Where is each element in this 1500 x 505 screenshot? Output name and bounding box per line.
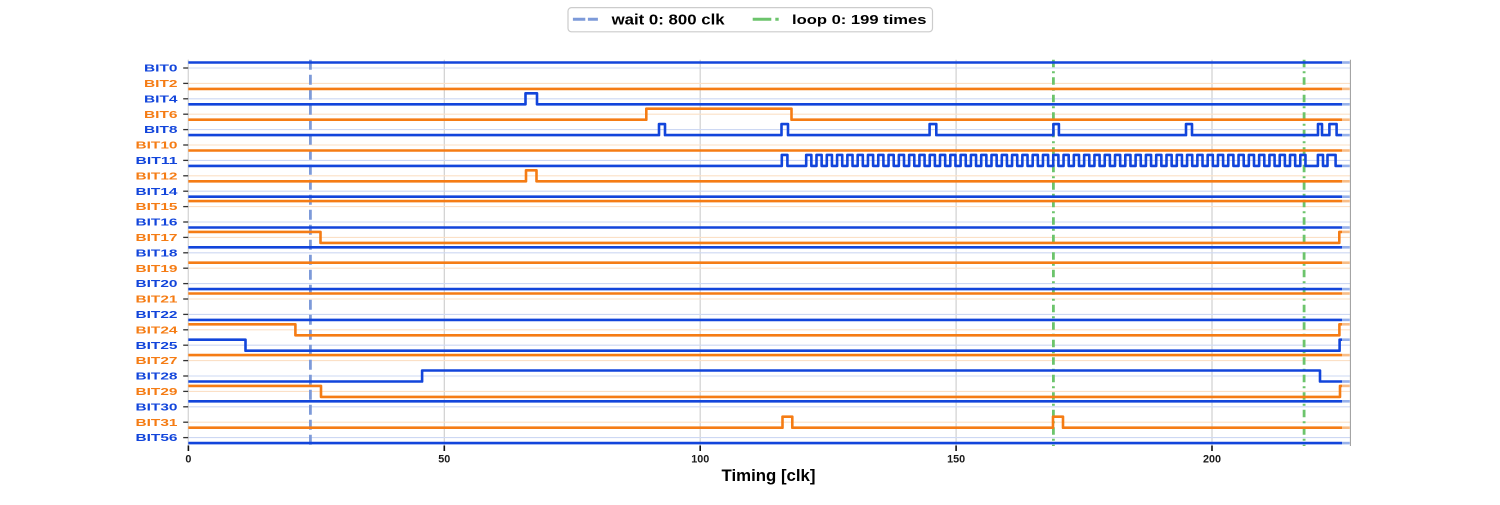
svg-text:BIT27: BIT27 <box>136 356 179 367</box>
svg-text:BIT0: BIT0 <box>144 64 178 75</box>
svg-text:BIT16: BIT16 <box>136 218 179 229</box>
svg-text:BIT8: BIT8 <box>144 125 178 136</box>
svg-text:BIT20: BIT20 <box>136 279 179 290</box>
svg-text:wait 0: 800 clk: wait 0: 800 clk <box>610 11 725 28</box>
svg-text:BIT19: BIT19 <box>136 264 179 275</box>
svg-text:BIT28: BIT28 <box>136 372 179 383</box>
svg-text:BIT11: BIT11 <box>136 156 179 167</box>
svg-text:150: 150 <box>947 454 965 466</box>
svg-text:BIT22: BIT22 <box>136 310 179 321</box>
svg-text:BIT2: BIT2 <box>144 79 178 90</box>
svg-text:0: 0 <box>185 454 191 466</box>
svg-text:Timing [clk]: Timing [clk] <box>722 466 816 485</box>
svg-text:200: 200 <box>1203 454 1221 466</box>
svg-text:BIT24: BIT24 <box>136 325 179 336</box>
svg-text:BIT21: BIT21 <box>136 295 179 306</box>
svg-text:50: 50 <box>438 454 450 466</box>
svg-text:BIT12: BIT12 <box>136 171 179 182</box>
svg-text:BIT14: BIT14 <box>136 187 179 198</box>
svg-text:100: 100 <box>691 454 709 466</box>
svg-text:BIT56: BIT56 <box>136 433 179 444</box>
svg-text:BIT29: BIT29 <box>136 387 179 398</box>
svg-text:BIT10: BIT10 <box>136 141 179 152</box>
svg-text:BIT31: BIT31 <box>136 418 179 429</box>
svg-text:BIT17: BIT17 <box>136 233 179 244</box>
svg-text:BIT6: BIT6 <box>144 110 178 121</box>
svg-text:BIT15: BIT15 <box>136 202 179 213</box>
svg-text:loop 0: 199 times: loop 0: 199 times <box>792 13 927 27</box>
svg-text:BIT30: BIT30 <box>136 402 179 413</box>
svg-text:BIT4: BIT4 <box>144 94 178 105</box>
svg-text:BIT18: BIT18 <box>136 248 179 259</box>
svg-text:BIT25: BIT25 <box>136 341 179 352</box>
